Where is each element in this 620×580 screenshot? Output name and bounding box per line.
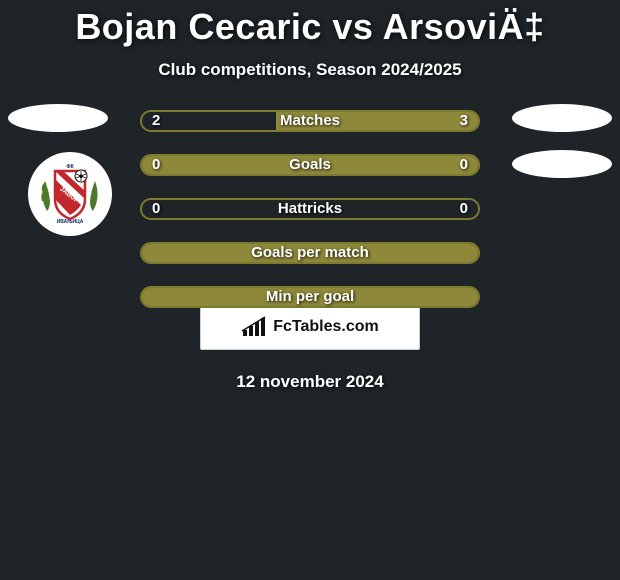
page-subtitle: Club competitions, Season 2024/2025 bbox=[0, 60, 620, 80]
stat-bars: 23Matches 00Goals 00Hattricks Goals per mat… bbox=[140, 110, 480, 330]
shield-icon: ФК ИВАЊИЦА ЈАВОР bbox=[37, 161, 103, 227]
stat-bar: Goals per match bbox=[140, 242, 480, 264]
stat-bar: 00Goals bbox=[140, 154, 480, 176]
stat-label: Goals per match bbox=[142, 244, 478, 262]
date-label: 12 november 2024 bbox=[0, 372, 620, 392]
right-team-badge bbox=[512, 150, 612, 178]
left-player-badge bbox=[8, 104, 108, 132]
stat-label: Hattricks bbox=[142, 200, 478, 218]
right-player-badge bbox=[512, 104, 612, 132]
stat-bar: 00Hattricks bbox=[140, 198, 480, 220]
stat-label: Min per goal bbox=[142, 288, 478, 306]
stat-bar: 23Matches bbox=[140, 110, 480, 132]
svg-text:ФК: ФК bbox=[66, 164, 74, 170]
svg-text:ИВАЊИЦА: ИВАЊИЦА bbox=[57, 219, 84, 225]
stat-bar: Min per goal bbox=[140, 286, 480, 308]
left-team-crest: ФК ИВАЊИЦА ЈАВОР bbox=[28, 152, 112, 236]
stat-label: Matches bbox=[142, 112, 478, 130]
page-title: Bojan Cecaric vs ArsoviÄ‡ bbox=[0, 0, 620, 48]
stat-label: Goals bbox=[142, 156, 478, 174]
